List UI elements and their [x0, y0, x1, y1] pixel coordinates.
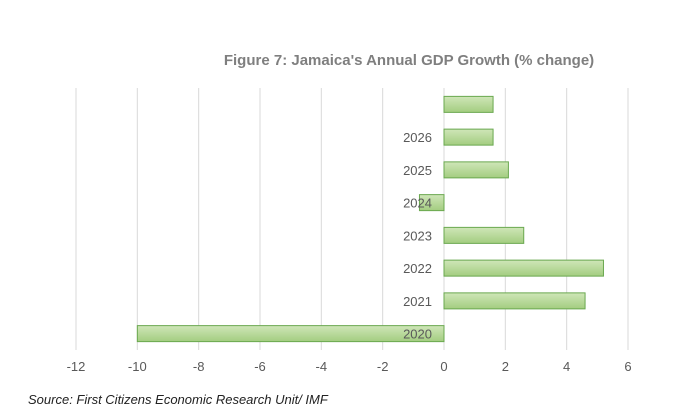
x-tick-label: -10: [128, 359, 147, 374]
bar: [443, 226, 525, 244]
x-tick-label: -4: [316, 359, 328, 374]
x-tick-label: -8: [193, 359, 205, 374]
category-label: 2026: [403, 130, 432, 145]
category-labels: 2020 2021 2022 2023 2024 2025 2026: [403, 130, 432, 342]
x-tick-label: -6: [254, 359, 266, 374]
bar: [418, 194, 445, 212]
category-label: 2022: [403, 261, 432, 276]
gridlines: [75, 88, 629, 350]
chart-title: Figure 7: Jamaica's Annual GDP Growth (%…: [223, 52, 595, 69]
bar: [443, 128, 494, 146]
category-label: 2020: [403, 327, 432, 342]
category-label: 2023: [403, 228, 432, 243]
bar: [136, 325, 445, 343]
x-tick-label: 2: [502, 359, 509, 374]
source-note: Source: First Citizens Economic Research…: [28, 392, 328, 407]
x-tick-label: -12: [67, 359, 86, 374]
x-axis-tick-labels: -12 -10 -8 -6 -4 -2 0 2 4 6: [67, 359, 632, 374]
category-label: 2021: [403, 294, 432, 309]
x-tick-label: 0: [440, 359, 447, 374]
x-tick-label: -2: [377, 359, 389, 374]
bars: [136, 95, 604, 343]
x-tick-label: 4: [563, 359, 570, 374]
bar: [443, 259, 604, 277]
bar: [443, 161, 509, 179]
category-label: 2024: [403, 196, 432, 211]
category-label: 2025: [403, 163, 432, 178]
bar: [443, 95, 494, 113]
x-tick-label: 6: [624, 359, 631, 374]
bar: [443, 292, 586, 310]
